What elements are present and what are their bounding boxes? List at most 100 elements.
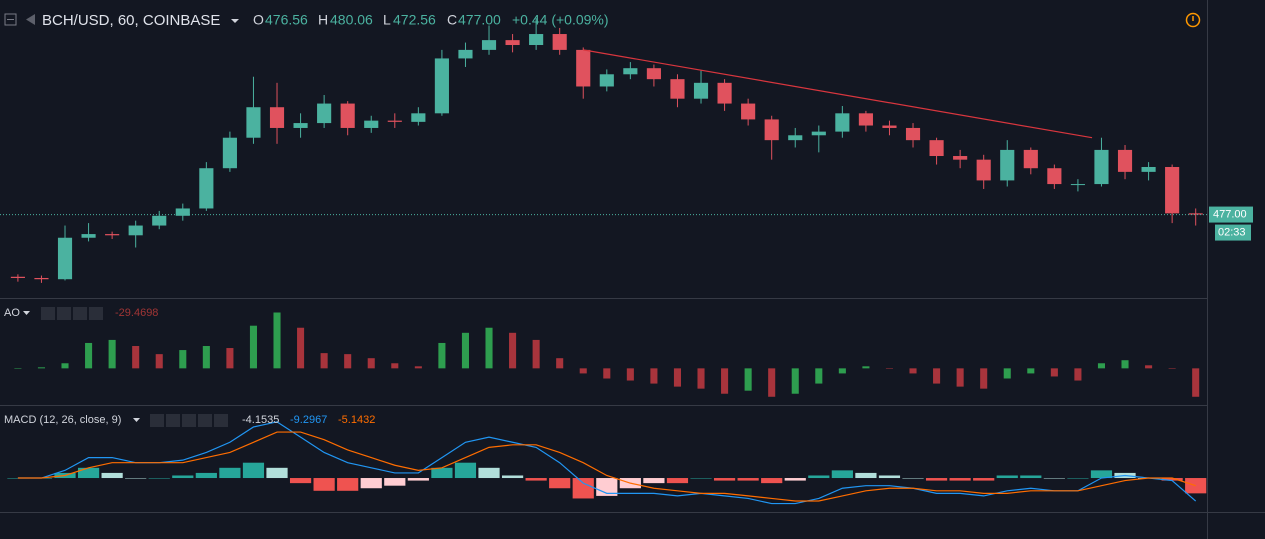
ao-bar [438, 342, 446, 369]
trendline [583, 49, 1093, 139]
button[interactable] [73, 307, 87, 320]
macd-histogram-bar [1161, 478, 1183, 481]
ao-bar [626, 368, 634, 381]
button[interactable] [214, 414, 228, 427]
macd-histogram-bar [996, 475, 1018, 479]
ao-bar [815, 368, 823, 384]
macd-histogram-bar [973, 478, 995, 481]
ao-bar [603, 368, 611, 379]
candle-body [199, 168, 214, 209]
candle-body [340, 103, 355, 128]
candle-body [576, 49, 591, 87]
macd-histogram-bar [242, 462, 265, 479]
candle-body [458, 49, 473, 59]
ao-bar [509, 332, 517, 369]
candle-body [152, 215, 167, 226]
ohlc-value: 480.06 [330, 12, 373, 28]
ao-bar [37, 367, 45, 369]
button[interactable] [89, 307, 103, 320]
macd-histogram-bar [1067, 478, 1089, 479]
ao-bar [320, 353, 328, 369]
macd-histogram-bar [1185, 478, 1207, 494]
candle-body [481, 40, 497, 50]
macd-histogram-bar [690, 478, 712, 479]
candle-body [1094, 149, 1109, 185]
ao-bar [179, 350, 187, 369]
macd-histogram-bar [549, 478, 571, 489]
candle-body [1165, 166, 1180, 214]
macd-histogram-bar [666, 478, 689, 484]
ao-bar [697, 368, 705, 389]
ohlc-label: H [318, 12, 328, 28]
macd-histogram-bar [407, 478, 429, 481]
macd-histogram-bar [525, 478, 547, 481]
candle-body [953, 156, 968, 160]
button[interactable] [41, 307, 55, 320]
ao-bar [1050, 368, 1058, 377]
alert-icon[interactable] [1185, 12, 1201, 28]
ao-bar [273, 312, 281, 369]
ao-bar [391, 363, 399, 369]
candle-body [1070, 184, 1085, 186]
ao-bar [650, 368, 658, 384]
change: +0.44 (+0.09%) [512, 12, 609, 28]
candle-body [1141, 166, 1156, 172]
macd-histogram-bar [855, 472, 877, 479]
candle-body [529, 34, 544, 46]
macd-histogram-bar [478, 467, 500, 479]
candle-body [246, 107, 261, 138]
dropdown-arrow[interactable] [23, 311, 30, 315]
candle-body [364, 120, 379, 128]
macd-histogram-bar [289, 478, 312, 484]
button[interactable] [57, 307, 71, 320]
button[interactable] [182, 414, 196, 427]
macd-histogram-bar [313, 478, 335, 491]
macd-line [17, 431, 1196, 502]
dropdown-arrow[interactable] [133, 418, 140, 422]
ao-bar [367, 358, 375, 369]
candle-body [764, 119, 779, 141]
ao-bar [862, 366, 870, 369]
button[interactable] [166, 414, 180, 427]
ao-bar [556, 358, 564, 369]
candle-body [929, 140, 944, 157]
macd-histogram-bar [431, 467, 453, 479]
macd-histogram-bar [878, 475, 901, 479]
candle-body [34, 277, 49, 280]
indicator-buttons [150, 414, 228, 427]
collapse-icon[interactable] [4, 13, 17, 26]
ao-bar [249, 325, 257, 369]
ohlc-label: L [383, 12, 391, 28]
ao-bar [297, 327, 305, 369]
macd-histogram-bar [831, 470, 853, 479]
ao-bar [721, 368, 729, 394]
ohlc-value: 472.56 [393, 12, 436, 28]
ao-bar [791, 368, 799, 394]
indicator-name[interactable]: AO [4, 307, 20, 319]
ao-bar [909, 368, 917, 374]
ohlc-value: 476.56 [265, 12, 308, 28]
macd-histogram-bar [384, 478, 406, 486]
ao-bar [414, 366, 422, 369]
macd-histogram-bar [360, 478, 382, 489]
ao-bar [1074, 368, 1082, 381]
indicator-name[interactable]: MACD (12, 26, close, 9) [4, 414, 121, 426]
macd-histogram-bar [643, 478, 665, 484]
button[interactable] [198, 414, 212, 427]
candle-body [269, 107, 285, 128]
candle-body [57, 237, 73, 280]
macd-histogram-bar [1090, 470, 1113, 479]
ao-bar [61, 363, 69, 369]
symbol[interactable]: BCH/USD, 60, COINBASE [42, 12, 220, 29]
ao-bar [1145, 365, 1153, 369]
macd-histogram-bar [219, 467, 241, 479]
macd-histogram-bar [195, 472, 217, 479]
ao-bar [1192, 368, 1200, 397]
macd-histogram-bar [172, 475, 194, 479]
labels-layer: BCH/USD, 60, COINBASE O 476.56 H 480.06 … [4, 12, 1253, 427]
button[interactable] [150, 414, 164, 427]
dropdown-arrow[interactable] [231, 19, 239, 23]
ao-bar [1168, 368, 1176, 369]
indicator-value: -29.4698 [115, 307, 158, 319]
